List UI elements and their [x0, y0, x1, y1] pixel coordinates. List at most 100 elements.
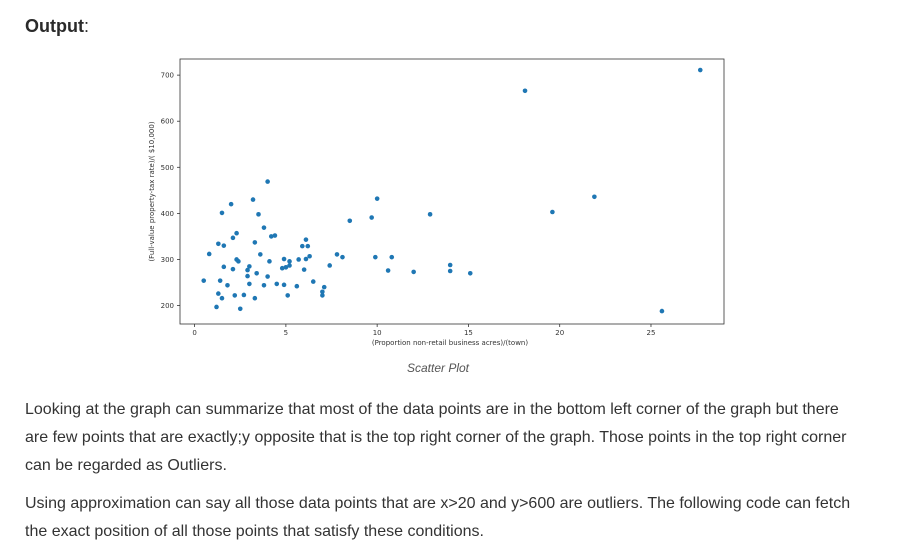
- x-tick-label: 20: [555, 329, 564, 337]
- scatter-plot: 200 300 400 500 600 700 0 5 10 15 20 25 (Proportio…: [148, 58, 725, 347]
- scatter-point: [265, 179, 270, 184]
- scatter-point: [272, 233, 278, 238]
- scatter-point: [281, 256, 287, 262]
- x-tick-label: 25: [647, 329, 656, 337]
- x-tick-label: 10: [373, 329, 382, 337]
- scatter-point: [254, 271, 259, 276]
- scatter-point: [320, 289, 325, 295]
- scatter-point: [447, 268, 453, 274]
- scatter-point: [234, 230, 239, 236]
- scatter-point: [287, 259, 292, 264]
- scatter-point: [201, 278, 207, 283]
- x-axis-ticks: 0 5 10 15 20 25: [192, 324, 655, 337]
- scatter-point: [340, 254, 345, 260]
- scatter-point: [294, 283, 300, 289]
- scatter-point: [283, 265, 289, 270]
- scatter-point: [300, 243, 305, 249]
- scatter-point: [550, 209, 555, 215]
- scatter-point: [261, 225, 267, 230]
- scatter-point: [274, 281, 280, 287]
- y-axis-label: (Full-value property-tax rate)/( $10,000…: [148, 121, 156, 261]
- scatter-point: [217, 278, 223, 283]
- scatter-point: [447, 262, 453, 268]
- y-axis-ticks: 200 300 400 500 600 700: [161, 72, 180, 310]
- scatter-point: [320, 293, 325, 298]
- figure-caption: Scatter Plot: [406, 361, 470, 375]
- scatter-point: [237, 306, 243, 312]
- data-points: [201, 67, 703, 314]
- scatter-point: [228, 201, 234, 207]
- scatter-point: [252, 240, 258, 245]
- scatter-point: [252, 295, 258, 301]
- scatter-point: [247, 264, 252, 269]
- y-tick-label: 700: [161, 72, 174, 80]
- scatter-point: [206, 251, 212, 257]
- x-tick-label: 0: [192, 329, 196, 337]
- scatter-point: [247, 281, 252, 287]
- scatter-point: [267, 259, 272, 264]
- scatter-point: [374, 196, 380, 201]
- scatter-point: [427, 212, 433, 217]
- scatter-point: [232, 293, 238, 298]
- y-tick-label: 300: [161, 256, 174, 264]
- scatter-point: [214, 304, 219, 310]
- scatter-point: [301, 267, 307, 272]
- scatter-point: [347, 218, 353, 224]
- scatter-point: [321, 284, 327, 290]
- output-heading: Output:: [25, 16, 89, 37]
- x-axis-label: (Proportion non-retail business acres)/(…: [372, 339, 528, 347]
- scatter-point: [250, 197, 256, 202]
- scatter-point: [258, 252, 263, 257]
- scatter-point: [592, 194, 597, 200]
- scatter-point: [327, 263, 332, 268]
- scatter-point: [385, 268, 391, 273]
- scatter-point: [296, 257, 301, 262]
- scatter-point: [310, 279, 316, 284]
- scatter-point: [245, 267, 250, 273]
- y-tick-label: 200: [161, 302, 174, 310]
- scatter-point: [287, 263, 292, 268]
- scatter-point: [265, 274, 270, 279]
- x-tick-label: 15: [464, 329, 473, 337]
- scatter-point: [225, 282, 230, 288]
- scatter-point: [268, 234, 274, 239]
- scatter-point: [369, 215, 374, 220]
- scatter-point: [659, 308, 665, 314]
- output-heading-label: Output: [25, 16, 84, 36]
- scatter-point: [245, 273, 250, 279]
- scatter-point: [261, 282, 267, 288]
- scatter-point: [411, 269, 416, 275]
- scatter-point: [305, 243, 311, 249]
- scatter-point: [279, 265, 285, 271]
- y-tick-label: 500: [161, 164, 174, 172]
- scatter-point: [219, 295, 225, 301]
- output-heading-colon: :: [83, 16, 89, 36]
- scatter-point: [219, 210, 225, 216]
- scatter-point: [221, 243, 227, 248]
- scatter-point: [303, 256, 309, 262]
- scatter-point: [303, 237, 309, 242]
- scatter-point: [467, 271, 473, 276]
- scatter-point: [236, 259, 241, 264]
- scatter-point: [307, 253, 312, 259]
- scatter-point: [522, 88, 528, 94]
- y-tick-label: 400: [161, 210, 174, 218]
- scatter-point: [697, 67, 703, 73]
- scatter-point: [389, 254, 395, 260]
- scatter-point: [216, 291, 221, 296]
- scatter-point: [216, 241, 221, 247]
- scatter-point: [221, 264, 227, 270]
- x-tick-label: 5: [284, 329, 288, 337]
- scatter-point: [281, 282, 287, 288]
- scatter-point: [230, 235, 236, 241]
- scatter-point: [241, 292, 247, 298]
- plot-frame: [179, 58, 725, 325]
- scatter-point: [285, 293, 291, 298]
- scatter-point: [373, 254, 378, 260]
- scatter-point: [256, 212, 261, 217]
- paragraph-outliers: Using approximation can say all those da…: [25, 495, 851, 540]
- scatter-point: [334, 252, 340, 257]
- paragraph-summary: Looking at the graph can summarize that …: [25, 401, 847, 474]
- y-tick-label: 600: [161, 118, 174, 126]
- scatter-point: [230, 266, 236, 272]
